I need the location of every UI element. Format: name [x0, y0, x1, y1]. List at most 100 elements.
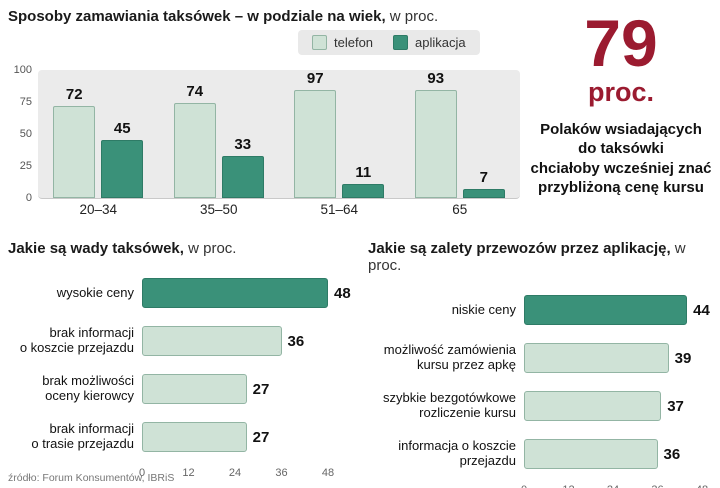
bar-column-telefon: 74	[173, 70, 216, 198]
x-axis-label: 36	[275, 467, 288, 479]
grouped-chart-title: Sposoby zamawiania taksówek – w podziale…	[8, 8, 438, 25]
x-axis-label: 24	[607, 484, 619, 488]
bar-value-label: 48	[334, 284, 351, 302]
disadvantages-chart: Jakie są wady taksówek, w proc. wysokie …	[8, 240, 360, 481]
y-axis: 0 25 50 75 100	[4, 64, 32, 204]
source-credit: źródło: Forum Konsumentów, IBRiS	[8, 472, 175, 484]
chart-row: brak informacji o trasie przejazdu 27	[8, 415, 360, 459]
row-label: brak informacji o trasie przejazdu	[31, 421, 134, 451]
bar-value-label: 33	[234, 135, 252, 153]
bar-column-aplikacja: 45	[101, 70, 144, 198]
bar-value-label: 27	[252, 428, 270, 446]
bar-column-telefon: 97	[294, 70, 337, 198]
legend-label: telefon	[334, 35, 374, 50]
bar-group: 97 11	[294, 70, 385, 198]
bar-value-label: 93	[427, 70, 445, 87]
callout-text: Polaków wsiadających do taksówki chciało…	[530, 120, 712, 197]
hbar	[524, 391, 662, 421]
callout-block: 79 proc. Polaków wsiadających do taksówk…	[528, 6, 714, 198]
disadvantages-title-suffix: w proc.	[183, 240, 237, 257]
x-axis-label: 0	[138, 467, 146, 479]
chart-row: brak informacji o koszcie przejazdu 36	[8, 319, 360, 363]
bar-track: 27	[142, 374, 328, 404]
bar-aplikacja	[101, 140, 144, 198]
chart-row: informacja o koszcie przejazdu 36	[368, 432, 716, 476]
bar-value-label: 44	[693, 301, 710, 319]
legend-swatch-telefon	[312, 35, 327, 50]
x-axis-label: 48	[321, 467, 335, 479]
bar-track: 48	[142, 278, 351, 308]
bar-track: 37	[524, 391, 702, 421]
grouped-bar-plot: 72 45 74 33 97 11 93 7	[38, 70, 520, 199]
chart-row: możliwość zamówienia kursu przez apkę 39	[368, 336, 716, 380]
grouped-chart-title-bold: Sposoby zamawiania taksówek – w podziale…	[8, 8, 386, 25]
x-axis-label: 24	[228, 467, 242, 479]
chart-row: brak możliwości oceny kierowcy 27	[8, 367, 360, 411]
hbar	[524, 343, 669, 373]
x-axis: 0 12 24 36 48	[138, 465, 334, 481]
disadvantages-chart-title: Jakie są wady taksówek, w proc.	[8, 240, 360, 257]
bar-aplikacja	[342, 183, 385, 198]
bar-column-aplikacja: 11	[342, 70, 385, 198]
bar-group: 72 45	[53, 70, 144, 198]
bar-aplikacja	[221, 155, 264, 198]
bar-track: 44	[524, 295, 710, 325]
bar-track: 36	[524, 439, 702, 469]
bar-telefon	[414, 90, 457, 198]
bar-value-label: 27	[252, 380, 270, 398]
x-axis-label: 35–50	[199, 202, 238, 217]
bar-column-telefon: 72	[53, 70, 96, 198]
x-axis-label: 48	[696, 484, 708, 488]
bar-track: 39	[524, 343, 702, 373]
x-axis: 0 12 24 36 48	[521, 482, 708, 488]
y-axis-label: 0	[25, 192, 32, 204]
row-label: wysokie ceny	[56, 284, 134, 300]
bar-aplikacja	[462, 189, 505, 198]
row-label: informacja o koszcie przejazdu	[398, 438, 516, 468]
bar-value-label: 7	[479, 169, 488, 187]
row-label: brak możliwości oceny kierowcy	[42, 373, 134, 403]
x-axis-label: 36	[651, 484, 663, 488]
advantages-chart: Jakie są zalety przewozów przez aplikacj…	[368, 240, 716, 488]
advantages-chart-title: Jakie są zalety przewozów przez aplikacj…	[368, 240, 716, 274]
bar-column-aplikacja: 33	[221, 70, 264, 198]
x-axis-label: 12	[562, 484, 574, 488]
x-axis-label: 20–34	[79, 202, 118, 217]
bar-value-label: 36	[287, 332, 305, 350]
disadvantages-title-bold: Jakie są wady taksówek,	[8, 240, 184, 257]
hbar	[142, 374, 247, 404]
row-label: niskie ceny	[451, 301, 516, 317]
legend-label: aplikacja	[415, 35, 466, 50]
bar-telefon	[294, 90, 337, 198]
bar-value-label: 72	[65, 85, 83, 103]
hbar	[524, 439, 658, 469]
legend-item-aplikacja: aplikacja	[393, 35, 466, 50]
chart-row: szybkie bezgotówkowe rozliczenie kursu 37	[368, 384, 716, 428]
hbar	[142, 422, 247, 452]
bar-group: 74 33	[173, 70, 264, 198]
bar-group: 93 7	[414, 70, 505, 198]
grouped-chart-title-suffix: w proc.	[385, 8, 439, 25]
bar-value-label: 37	[667, 397, 684, 415]
bar-value-label: 39	[674, 349, 692, 367]
callout-number: 79	[584, 6, 658, 80]
chart-legend: telefon aplikacja	[298, 30, 480, 55]
bar-rows: niskie ceny 44 możliwość zamówienia kursu …	[368, 288, 716, 476]
bar-value-label: 74	[186, 83, 204, 101]
callout-unit: proc.	[587, 76, 654, 107]
y-axis-label: 100	[13, 64, 32, 76]
x-axis-label: 65	[452, 202, 468, 217]
legend-swatch-aplikacja	[393, 35, 409, 50]
bar-value-label: 36	[663, 445, 681, 463]
bar-value-label: 97	[306, 70, 324, 87]
hbar	[524, 295, 688, 325]
hbar	[142, 326, 282, 356]
x-axis-label: 0	[521, 484, 527, 488]
bar-value-label: 11	[355, 163, 372, 181]
bar-column-telefon: 93	[414, 70, 457, 198]
row-label: szybkie bezgotówkowe rozliczenie kursu	[383, 390, 516, 420]
chart-row: wysokie ceny 48	[8, 271, 360, 315]
advantages-title-bold: Jakie są zalety przewozów przez aplikacj…	[368, 240, 671, 257]
y-axis-label: 75	[19, 96, 32, 108]
